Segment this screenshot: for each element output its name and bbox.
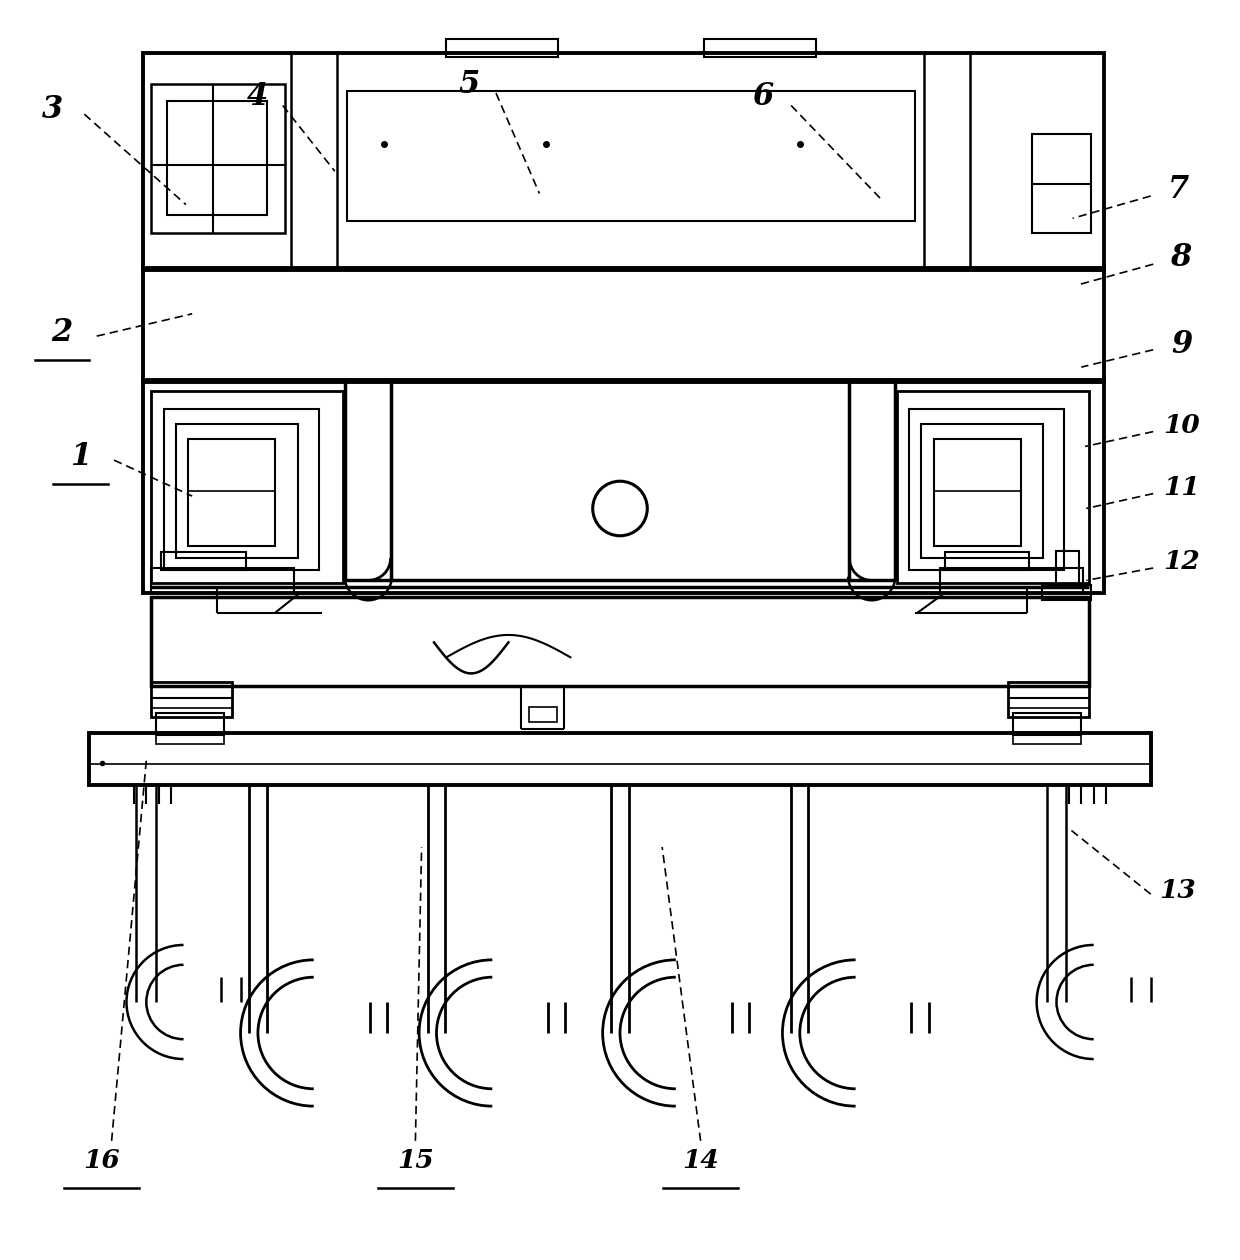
- Text: 12: 12: [1163, 549, 1200, 575]
- Bar: [151, 84, 285, 233]
- Bar: [704, 39, 816, 57]
- Bar: [143, 268, 1104, 382]
- Bar: [1042, 586, 1091, 600]
- Text: 13: 13: [1159, 878, 1197, 903]
- Bar: [1013, 713, 1081, 736]
- Bar: [934, 438, 1021, 546]
- Bar: [347, 91, 915, 220]
- Bar: [1056, 551, 1079, 586]
- Text: 2: 2: [51, 318, 73, 348]
- Bar: [188, 438, 275, 546]
- Bar: [164, 410, 319, 571]
- Bar: [161, 552, 246, 571]
- Text: 10: 10: [1163, 413, 1200, 438]
- Bar: [156, 713, 224, 736]
- Text: 11: 11: [1163, 475, 1200, 500]
- Text: 8: 8: [1169, 242, 1192, 273]
- Bar: [156, 732, 224, 745]
- Bar: [167, 101, 267, 214]
- Bar: [1008, 682, 1089, 717]
- Bar: [151, 596, 1089, 685]
- Bar: [89, 733, 1151, 785]
- Bar: [921, 425, 1043, 558]
- Bar: [1013, 732, 1081, 745]
- Bar: [151, 568, 294, 592]
- Bar: [529, 707, 557, 722]
- Text: 6: 6: [751, 82, 774, 112]
- Text: 9: 9: [1171, 329, 1193, 360]
- Bar: [176, 425, 298, 558]
- Bar: [909, 410, 1064, 571]
- Bar: [1032, 134, 1091, 233]
- Text: 7: 7: [1167, 174, 1189, 205]
- Bar: [151, 682, 232, 717]
- Bar: [143, 379, 1104, 592]
- Text: 14: 14: [682, 1148, 719, 1173]
- Text: 1: 1: [69, 441, 92, 472]
- Text: 5: 5: [458, 69, 480, 100]
- Bar: [143, 53, 1104, 271]
- Bar: [940, 568, 1083, 592]
- Bar: [897, 391, 1089, 583]
- Text: 16: 16: [83, 1148, 120, 1173]
- Bar: [446, 39, 558, 57]
- Bar: [945, 552, 1029, 571]
- Text: 3: 3: [41, 93, 63, 125]
- Text: 4: 4: [247, 82, 269, 112]
- Text: 15: 15: [397, 1148, 434, 1173]
- Bar: [151, 391, 343, 583]
